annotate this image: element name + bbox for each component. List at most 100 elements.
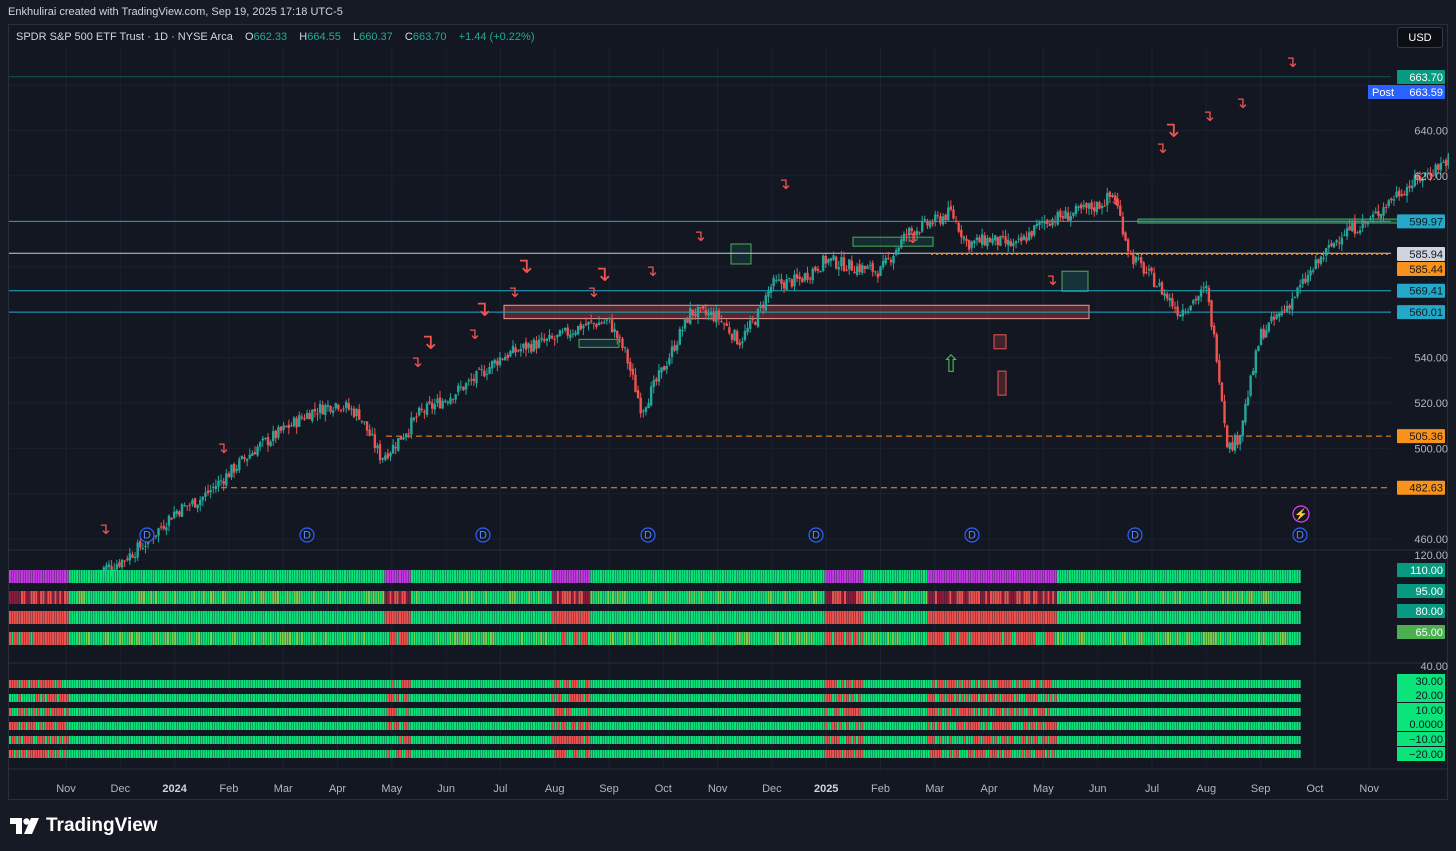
- oscillator-bar: [741, 680, 744, 688]
- candle-body: [894, 250, 898, 255]
- oscillator-bar: [245, 632, 248, 645]
- oscillator-bar: [384, 570, 387, 583]
- oscillator-bar: [370, 708, 373, 716]
- oscillator-bar: [66, 570, 69, 583]
- oscillator-bar: [1212, 632, 1215, 645]
- oscillator-bar: [745, 591, 748, 604]
- oscillator-bar: [422, 680, 425, 688]
- oscillator-bar: [468, 570, 471, 583]
- oscillator-bar: [30, 708, 33, 716]
- oscillator-bar: [1092, 694, 1095, 702]
- oscillator-bar: [712, 694, 715, 702]
- oscillator-bar: [1298, 632, 1301, 645]
- oscillator-bar: [284, 611, 287, 624]
- oscillator-bar: [1140, 591, 1143, 604]
- oscillator-bar: [676, 591, 679, 604]
- oscillator-bar: [269, 708, 272, 716]
- candle-body: [1007, 239, 1010, 246]
- oscillator-bar: [566, 611, 569, 624]
- oscillator-bar: [288, 708, 291, 716]
- oscillator-bar: [1009, 591, 1012, 604]
- oscillator-bar: [571, 611, 574, 624]
- oscillator-bar: [456, 570, 459, 583]
- candle-body: [986, 237, 989, 247]
- candle-body: [1418, 176, 1422, 182]
- demand-zone: [730, 243, 752, 265]
- oscillator-bar: [693, 591, 696, 604]
- oscillator-bar: [1279, 680, 1282, 688]
- oscillator-bar: [884, 708, 887, 716]
- chart-frame[interactable]: ↴ ↴ ↴ ↴ ↴ ↴ ↴ ↴ ↴ ↴ ↴ ↴ ↴ ↴ ↴ ↴ ↴ ↴ ↴ ↴ ↴ ⇧ D D D D D D D D ⚡ 640.00 620…: [8, 24, 1449, 801]
- oscillator-bar: [64, 680, 67, 688]
- oscillator-bar: [1021, 708, 1024, 716]
- oscillator-bar: [645, 680, 648, 688]
- oscillator-bar: [236, 680, 239, 688]
- oscillator-bar: [418, 591, 421, 604]
- oscillator-bar: [1279, 694, 1282, 702]
- oscillator-bar: [255, 591, 258, 604]
- oscillator-bar: [537, 632, 540, 645]
- oscillator-bar: [1138, 694, 1141, 702]
- oscillator-bar: [396, 611, 399, 624]
- oscillator-bar: [353, 694, 356, 702]
- dividend-marker: [1127, 527, 1143, 543]
- oscillator-bar: [231, 570, 234, 583]
- oscillator-bar: [719, 632, 722, 645]
- oscillator-bar: [1114, 694, 1117, 702]
- oscillator-bar: [1126, 680, 1129, 688]
- oscillator-bar: [293, 632, 296, 645]
- candle-body: [571, 333, 575, 335]
- oscillator-bar: [422, 611, 425, 624]
- oscillator-bar: [37, 708, 40, 716]
- candle-body: [185, 505, 189, 507]
- candle-body: [1215, 334, 1218, 362]
- oscillator-bar: [690, 591, 693, 604]
- oscillator-bar: [753, 694, 756, 702]
- oscillator-bar: [401, 708, 404, 716]
- oscillator-bar: [1047, 680, 1050, 688]
- candle-body: [855, 266, 859, 275]
- oscillator-bar: [585, 708, 588, 716]
- oscillator-bar: [595, 591, 598, 604]
- oscillator-bar: [1028, 570, 1031, 583]
- oscillator-bar: [872, 708, 875, 716]
- oscillator-bar: [332, 591, 335, 604]
- oscillator-bar: [482, 632, 485, 645]
- oscillator-bar: [901, 708, 904, 716]
- oscillator-bar: [332, 611, 335, 624]
- oscillator-bar: [887, 570, 890, 583]
- price-chart[interactable]: ↴↴↴↴ ↴↴↴↴↴↴ ↴↴↴↴↴↴↴↴↴↴↴⇧D D D D D D D D⚡640.00620…: [9, 25, 1449, 801]
- oscillator-bar: [528, 632, 531, 645]
- oscillator-bar: [114, 591, 117, 604]
- oscillator-bar: [552, 680, 555, 688]
- candle-body: [1257, 346, 1260, 352]
- oscillator-bar: [827, 708, 830, 716]
- oscillator-bar: [351, 570, 354, 583]
- oscillator-bar: [827, 591, 830, 604]
- oscillator-bar: [1049, 570, 1052, 583]
- candle-body: [1199, 289, 1203, 297]
- oscillator-bar: [315, 694, 318, 702]
- candle-body: [386, 453, 390, 459]
- oscillator-bar: [913, 694, 916, 702]
- oscillator-bar: [229, 708, 232, 716]
- candle-body: [1106, 192, 1109, 206]
- oscillator-bar: [415, 680, 418, 688]
- oscillator-bar: [798, 591, 801, 604]
- oscillator-bar: [80, 680, 83, 688]
- oscillator-bar: [418, 570, 421, 583]
- oscillator-bar: [47, 694, 50, 702]
- oscillator-bar: [437, 570, 440, 583]
- candle-body: [545, 338, 549, 341]
- candle-body: [1082, 205, 1085, 207]
- oscillator-bar: [138, 708, 141, 716]
- oscillator-bar: [1224, 680, 1227, 688]
- oscillator-bar: [384, 632, 387, 645]
- candle-body: [936, 215, 940, 217]
- oscillator-bar: [748, 591, 751, 604]
- candle-body: [657, 370, 661, 382]
- oscillator-bar: [702, 708, 705, 716]
- candle-body: [780, 278, 783, 284]
- oscillator-bar: [142, 632, 146, 645]
- oscillator-bar: [1035, 708, 1038, 716]
